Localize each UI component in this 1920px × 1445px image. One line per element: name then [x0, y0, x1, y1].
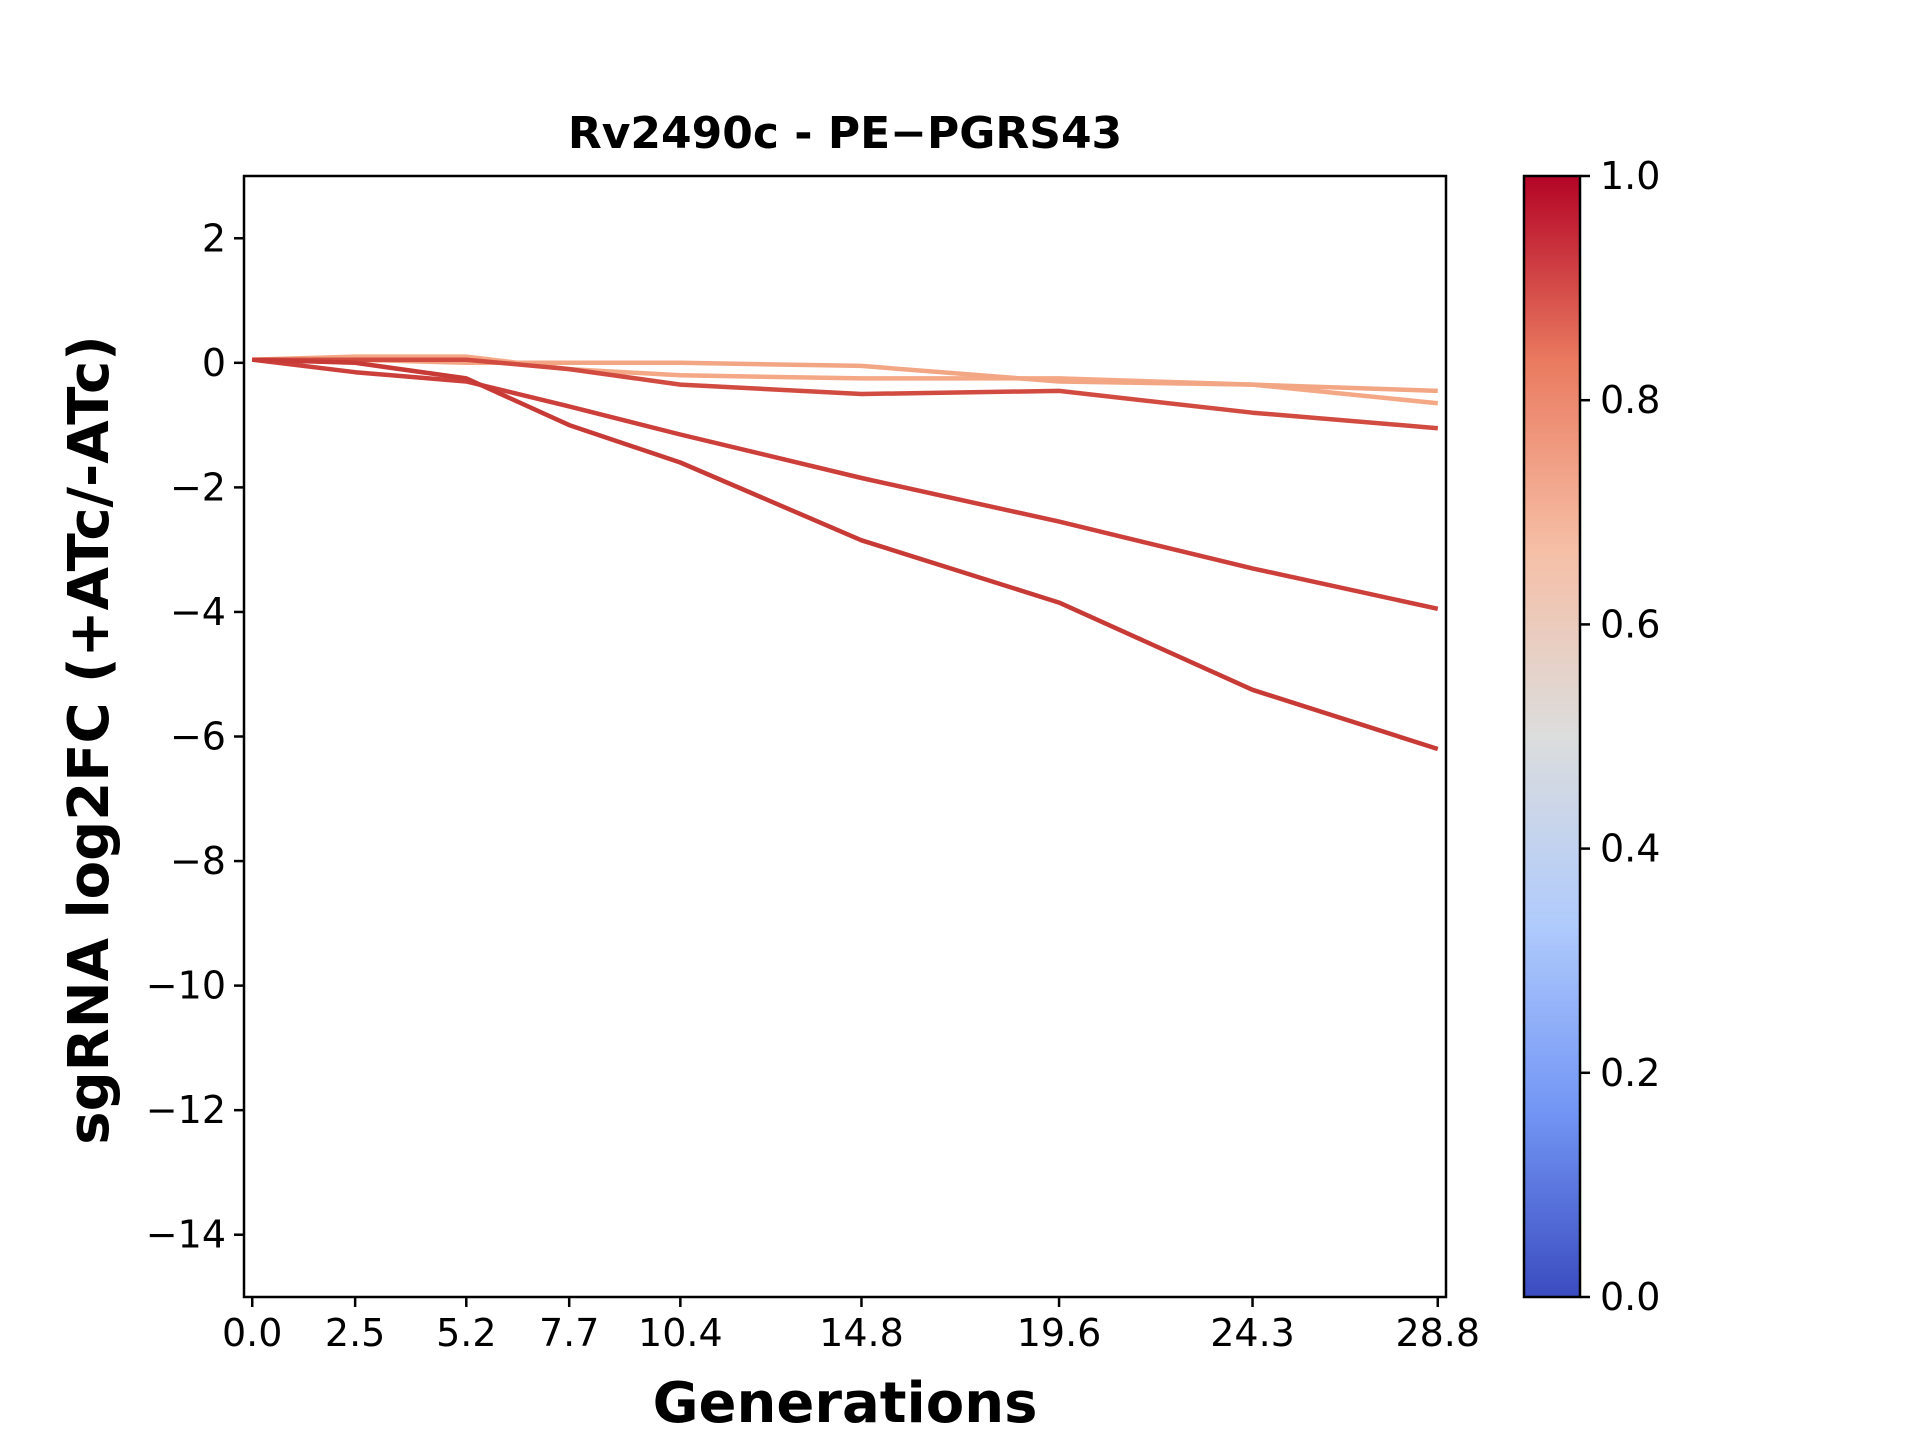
plot-frame [242, 174, 1448, 1299]
x-tick-label: 24.3 [1210, 1311, 1295, 1355]
colorbar-tick-label: 0.0 [1600, 1275, 1660, 1319]
y-tick-label: −12 [146, 1088, 226, 1132]
x-tick-label: 28.8 [1395, 1311, 1480, 1355]
series-line-3 [252, 357, 1438, 431]
colorbar-tick-label: 0.4 [1600, 827, 1660, 871]
y-tick-label: −8 [170, 839, 226, 883]
x-tick-label: 10.4 [638, 1311, 723, 1355]
colorbar-tick-label: 1.0 [1600, 154, 1660, 198]
y-tick-label: 2 [202, 216, 226, 260]
colorbar-ticks: 0.0 0.2 0.4 0.6 0.8 1.0 [1580, 154, 1660, 1319]
y-tick-label: 0 [202, 341, 226, 385]
y-tick-label: −4 [170, 590, 226, 634]
colorbar-tick-label: 0.8 [1600, 378, 1660, 422]
y-tick-label: −10 [146, 964, 226, 1008]
chart-title: Rv2490c - PE−PGRS43 [568, 108, 1122, 159]
y-tick-label: −2 [170, 465, 226, 509]
x-tick-label: 5.2 [436, 1311, 496, 1355]
x-axis-ticks: 0.0 2.5 5.2 7.7 10.4 14.8 19.6 24.3 28.8 [222, 1297, 1480, 1355]
y-tick-label: −14 [146, 1213, 226, 1257]
series-line-4 [251, 357, 1439, 611]
colorbar-tick-label: 0.6 [1600, 602, 1660, 646]
y-axis-ticks: 2 0 −2 −4 −6 −8 −10 −12 −14 [146, 216, 244, 1257]
x-tick-label: 14.8 [819, 1311, 904, 1355]
colorbar [1522, 174, 1582, 1299]
x-tick-label: 0.0 [222, 1311, 282, 1355]
y-tick-label: −6 [170, 715, 226, 759]
x-tick-label: 19.6 [1017, 1311, 1102, 1355]
x-axis-label: Generations [653, 1371, 1038, 1436]
y-axis-label: sgRNA log2FC (+ATc/-ATc) [57, 335, 122, 1145]
series-line-5 [252, 357, 1439, 752]
x-tick-label: 2.5 [325, 1311, 385, 1355]
series-layer [251, 354, 1439, 752]
x-tick-label: 7.7 [539, 1311, 599, 1355]
colorbar-tick-label: 0.2 [1600, 1051, 1660, 1095]
